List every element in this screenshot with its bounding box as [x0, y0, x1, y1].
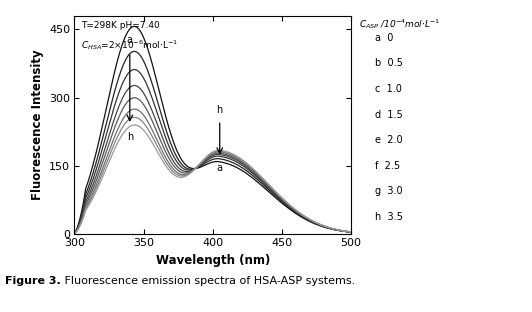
Text: a: a	[217, 163, 223, 173]
Text: h: h	[217, 105, 223, 115]
Text: T=298K pH=7.40: T=298K pH=7.40	[81, 21, 160, 30]
Text: $C_{HSA}$=2$\times$10$^{-6}$mol$\cdot$L$^{-1}$: $C_{HSA}$=2$\times$10$^{-6}$mol$\cdot$L$…	[81, 39, 178, 52]
Text: e  2.0: e 2.0	[375, 135, 403, 145]
Text: d  1.5: d 1.5	[375, 110, 403, 119]
Text: h  3.5: h 3.5	[375, 212, 403, 222]
Text: a  0: a 0	[375, 33, 394, 43]
Text: b  0.5: b 0.5	[375, 58, 403, 68]
Text: Figure 3.: Figure 3.	[5, 276, 61, 286]
Text: a: a	[127, 35, 133, 45]
Text: c  1.0: c 1.0	[375, 84, 402, 94]
Text: f  2.5: f 2.5	[375, 161, 400, 171]
Y-axis label: Fluorescence Intensity: Fluorescence Intensity	[31, 50, 44, 200]
Text: $C_{ASP}$ /10$^{-4}$mol$\cdot$L$^{-1}$: $C_{ASP}$ /10$^{-4}$mol$\cdot$L$^{-1}$	[359, 17, 440, 31]
Text: Fluorescence emission spectra of HSA-ASP systems.: Fluorescence emission spectra of HSA-ASP…	[61, 276, 355, 286]
X-axis label: Wavelength (nm): Wavelength (nm)	[156, 254, 270, 267]
Text: g  3.0: g 3.0	[375, 186, 403, 196]
Text: h: h	[127, 132, 133, 142]
